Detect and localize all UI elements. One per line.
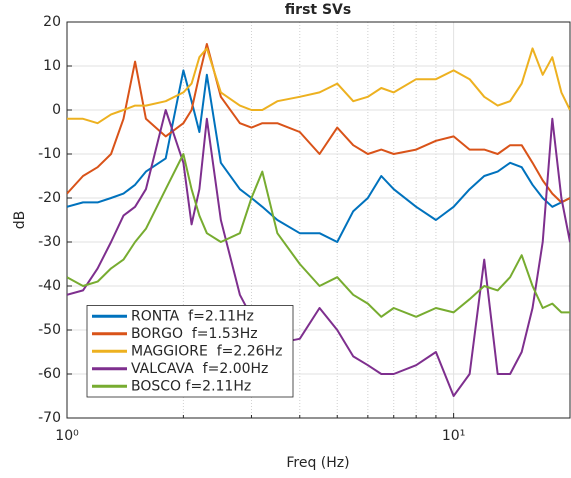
legend-label: MAGGIORE f=2.26Hz — [131, 343, 282, 359]
legend-label: VALCAVA f=2.00Hz — [131, 361, 268, 377]
y-tick-label: -30 — [38, 234, 61, 250]
series-line — [67, 47, 570, 125]
legend-label: BORGO f=1.53Hz — [131, 326, 258, 342]
y-tick-label: -60 — [38, 366, 61, 382]
y-tick-label: 20 — [43, 14, 61, 30]
y-axis-label: dB — [12, 211, 28, 230]
legend-label: RONTA f=2.11Hz — [131, 308, 254, 324]
plot-frame — [66, 21, 571, 419]
y-tick-label: -20 — [38, 190, 61, 206]
y-tick-label: 0 — [52, 102, 61, 118]
series-line — [67, 43, 570, 204]
x-axis-label: Freq (Hz) — [286, 455, 349, 471]
y-tick-label: -10 — [38, 146, 61, 162]
series-line — [67, 69, 570, 243]
y-tick-label: -70 — [38, 410, 61, 426]
y-tick-label: -40 — [38, 278, 61, 294]
y-tick-label: 10 — [43, 58, 61, 74]
chart-title: first SVs — [285, 2, 351, 18]
x-tick-label: 10¹ — [442, 428, 465, 444]
y-tick-label: -50 — [38, 322, 61, 338]
series-line — [67, 109, 570, 397]
x-tick-label: 10⁰ — [55, 428, 79, 444]
legend-label: BOSCO f=2.11Hz — [131, 378, 251, 394]
series-line — [67, 153, 570, 318]
